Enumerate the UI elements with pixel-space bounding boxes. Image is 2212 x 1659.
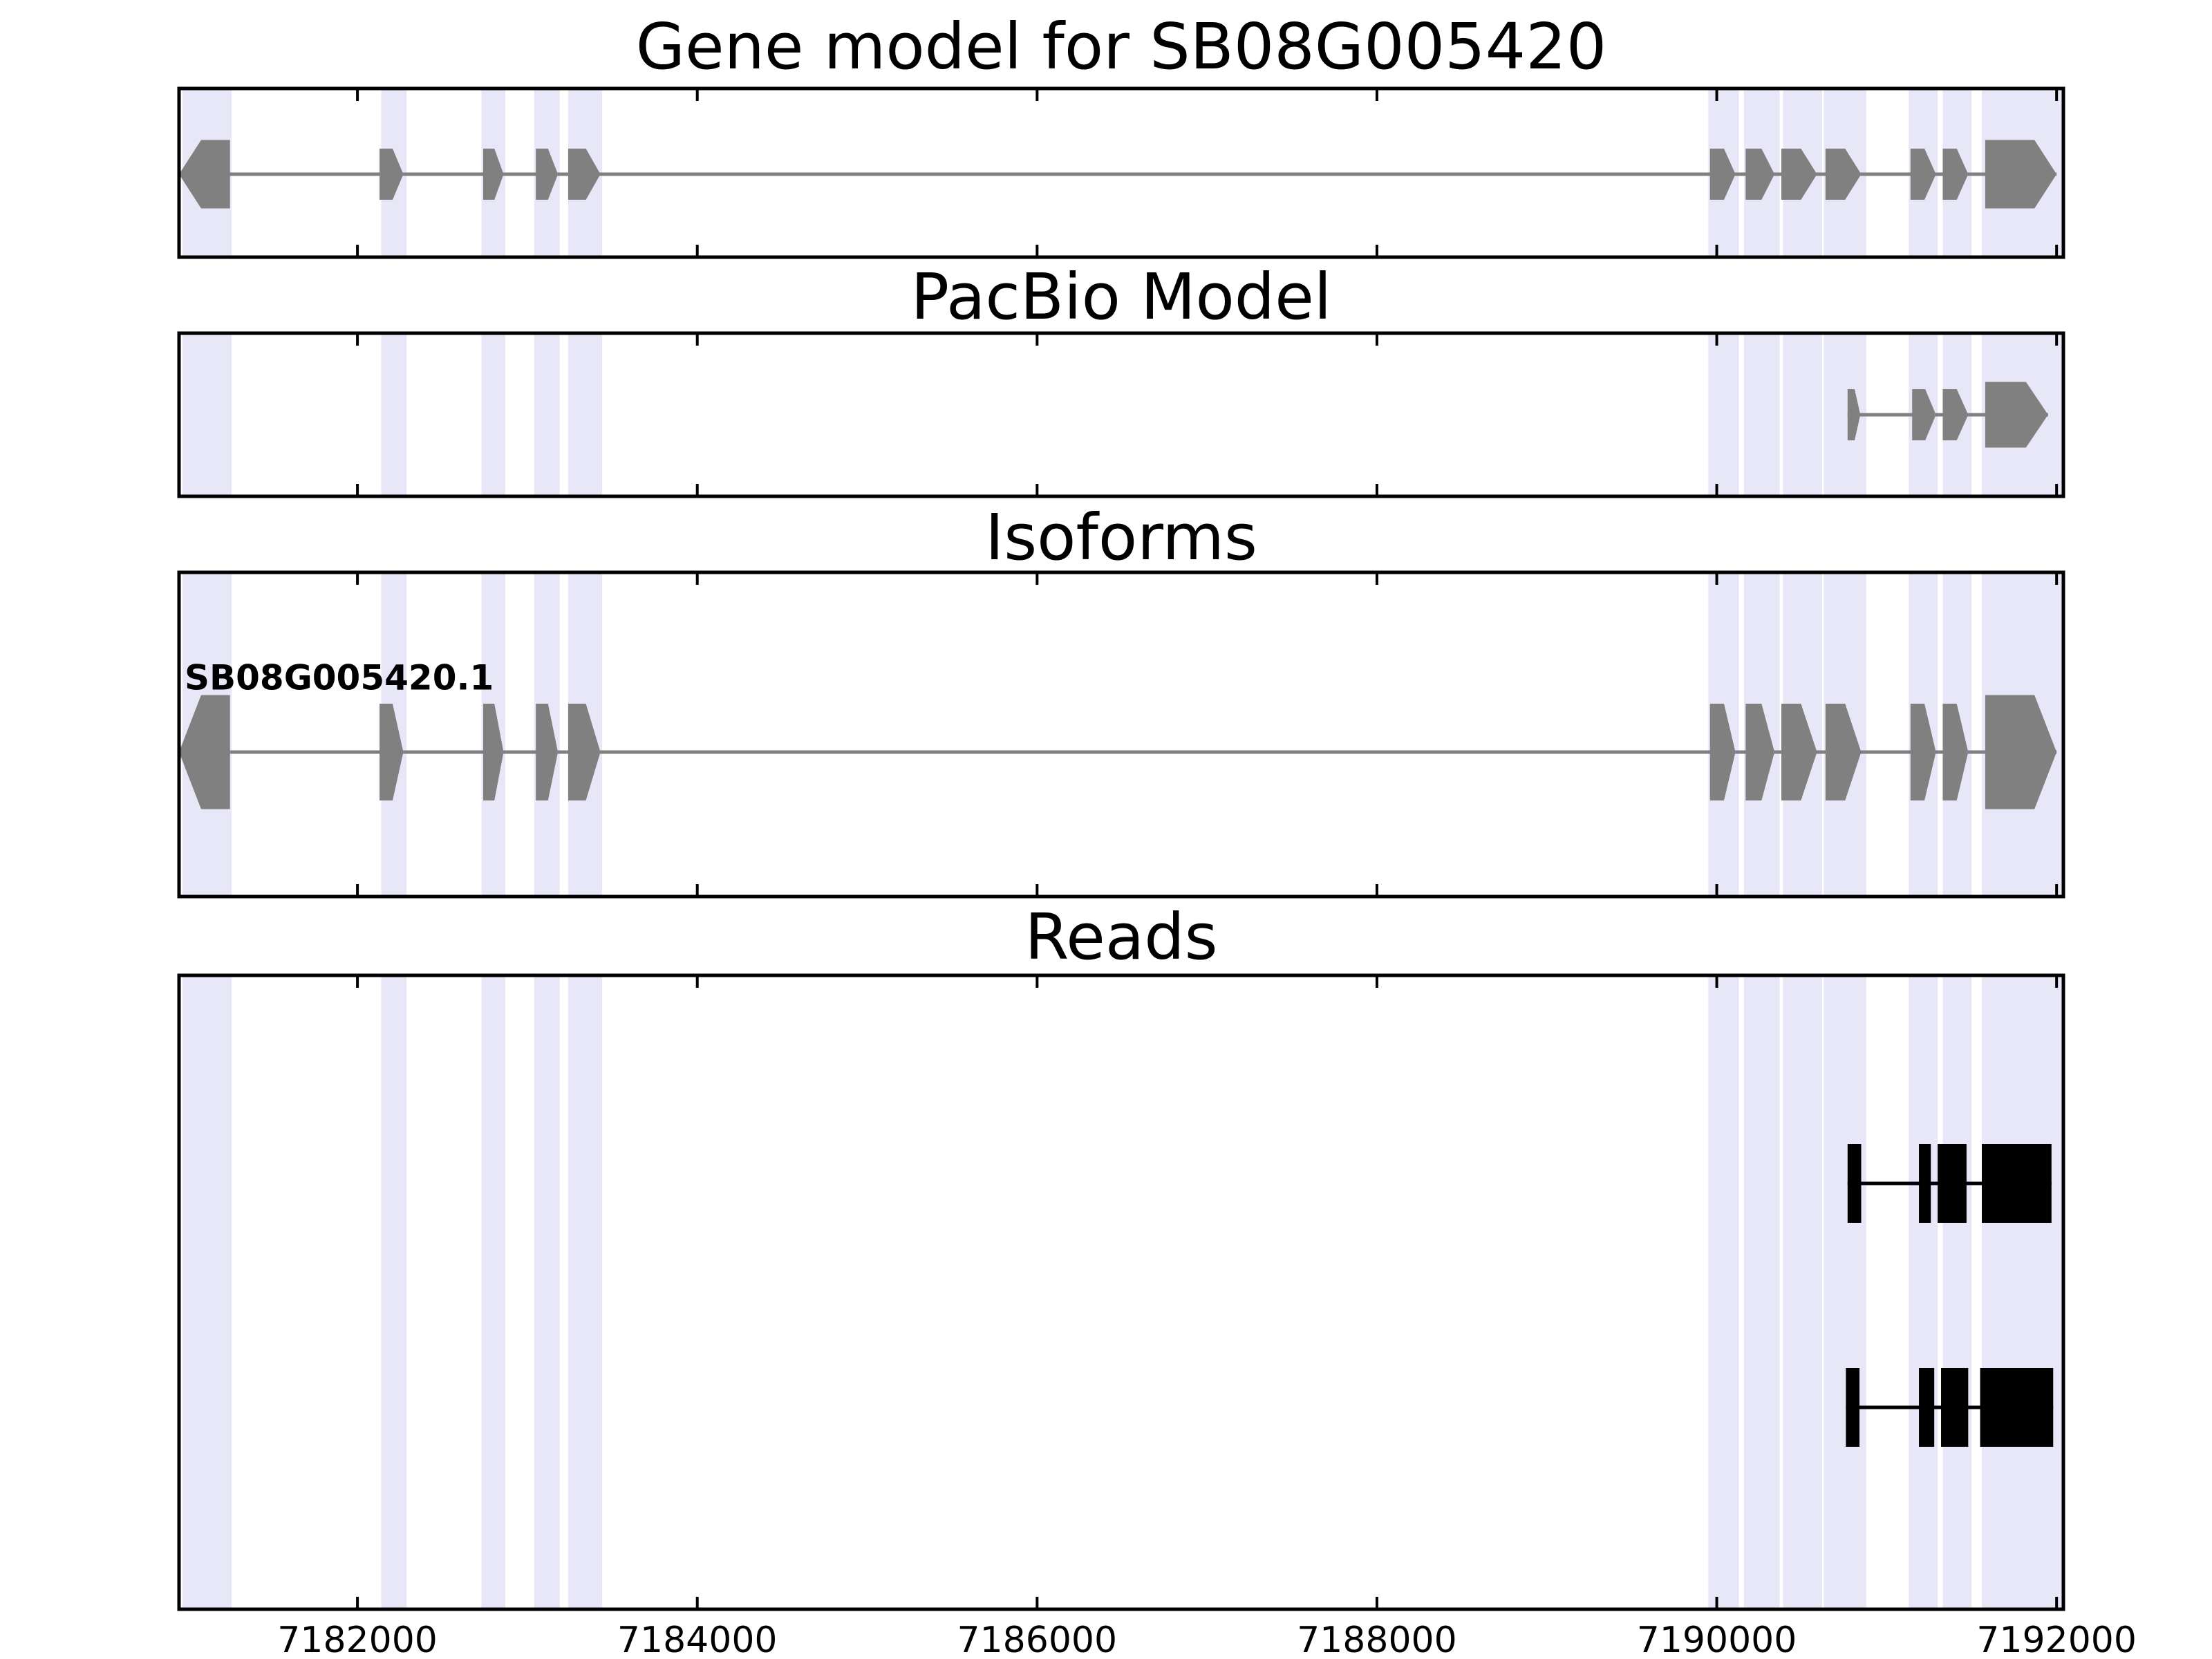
highlight-band — [1783, 975, 1822, 1609]
exon-block — [1985, 382, 2048, 448]
gene-feature: SB08G005420.1 — [179, 658, 2057, 809]
highlight-band — [481, 975, 505, 1609]
panel-title-reads: Reads — [1024, 900, 1218, 974]
highlight-band — [182, 333, 232, 496]
panel-background — [179, 975, 2063, 1609]
exon-block — [536, 704, 559, 800]
panel-frame — [177, 973, 2065, 1611]
read-feature — [1846, 1368, 2054, 1447]
exon-block — [1910, 704, 1936, 800]
exon-block — [1942, 149, 1969, 200]
exon-block — [1982, 1144, 2052, 1223]
exon-block — [1941, 1368, 1969, 1447]
exon-block — [482, 704, 504, 800]
exon-block — [179, 140, 230, 209]
highlight-band — [534, 975, 560, 1609]
panel-gene-model — [177, 86, 2065, 259]
exon-block — [568, 704, 601, 800]
highlight-band — [1909, 975, 1938, 1609]
read-feature — [1847, 1144, 2052, 1223]
panel-frame — [177, 331, 2065, 498]
panel-title-pacbio-model: PacBio Model — [910, 260, 1332, 334]
x-tick-label: 7192000 — [1976, 1620, 2137, 1659]
x-tick-label: 7184000 — [617, 1620, 778, 1659]
exon-block — [1912, 389, 1936, 440]
x-tick-label: 7182000 — [277, 1620, 438, 1659]
panel-title-gene-model: Gene model for SB08G005420 — [635, 10, 1607, 84]
exon-block — [1709, 149, 1736, 200]
exon-block — [1985, 695, 2057, 809]
exon-block — [1825, 704, 1862, 800]
exon-block — [568, 149, 601, 200]
exon-block — [482, 149, 504, 200]
exon-block — [1985, 140, 2057, 209]
exon-block — [1938, 1144, 1967, 1223]
highlight-band — [381, 975, 407, 1609]
exon-block — [1709, 704, 1736, 800]
x-tick-label: 7186000 — [957, 1620, 1118, 1659]
panel-isoforms: SB08G005420.1 — [177, 570, 2065, 899]
exon-block — [379, 704, 404, 800]
highlight-band — [1743, 333, 1780, 496]
isoform-label: SB08G005420.1 — [185, 658, 494, 698]
panel-frame — [177, 570, 2065, 899]
exon-block — [1846, 1368, 1860, 1447]
highlight-band — [534, 333, 560, 496]
exon-block — [1781, 704, 1817, 800]
highlight-band — [568, 975, 603, 1609]
panel-reads — [177, 973, 2065, 1611]
panel-pacbio-model — [177, 331, 2065, 498]
exon-block — [1781, 149, 1817, 200]
exon-block — [536, 149, 559, 200]
exon-block — [1847, 389, 1861, 440]
panel-background — [179, 572, 2063, 897]
highlight-band — [1783, 333, 1822, 496]
highlight-band — [481, 333, 505, 496]
highlight-band — [568, 333, 603, 496]
highlight-band — [381, 333, 407, 496]
highlight-band — [1824, 975, 1866, 1609]
highlight-band — [1743, 975, 1780, 1609]
highlight-band — [1708, 333, 1739, 496]
gene-feature — [1847, 382, 2048, 448]
exon-block — [1919, 1368, 1935, 1447]
highlight-band — [1982, 975, 2063, 1609]
exon-block — [1980, 1368, 2054, 1447]
highlight-band — [182, 975, 232, 1609]
highlight-band — [1942, 975, 1972, 1609]
exon-block — [1910, 149, 1936, 200]
exon-block — [379, 149, 404, 200]
exon-block — [1942, 704, 1969, 800]
x-tick-label: 7190000 — [1637, 1620, 1797, 1659]
panel-title-isoforms: Isoforms — [985, 500, 1257, 574]
panel-frame — [177, 86, 2065, 259]
highlight-band — [1708, 975, 1739, 1609]
exon-block — [1847, 1144, 1862, 1223]
gene-feature — [179, 140, 2057, 209]
exon-block — [1942, 389, 1969, 440]
panel-background — [179, 333, 2063, 496]
exon-block — [1745, 149, 1775, 200]
exon-block — [1745, 704, 1775, 800]
exon-block — [1919, 1144, 1931, 1223]
exon-block — [1825, 149, 1862, 200]
exon-block — [179, 695, 230, 809]
x-tick-label: 7188000 — [1297, 1620, 1457, 1659]
